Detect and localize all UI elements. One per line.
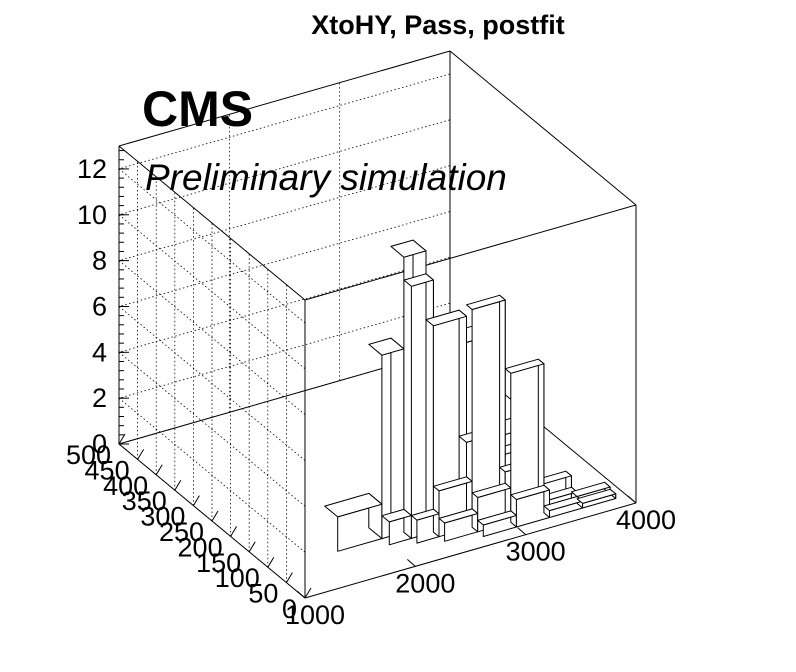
frame-edge: [449, 50, 637, 206]
y-tick-mark: [118, 433, 126, 445]
bar-side-face: [390, 337, 405, 533]
y-tick-mark: [285, 572, 293, 583]
bar-top-face: [510, 484, 550, 500]
bar-top-face: [324, 492, 383, 518]
y-tick-label: 50: [248, 579, 278, 609]
bar: [324, 492, 383, 552]
bar-top-face: [368, 337, 405, 356]
x-tick-label: 3000: [506, 537, 566, 567]
z-tick-label: 0: [92, 429, 107, 459]
y-tick-label: 200: [178, 532, 223, 562]
bar-top-face: [403, 273, 434, 287]
frame-edge: [118, 50, 451, 147]
bar-top-face: [438, 508, 479, 524]
bar-top-face: [390, 239, 427, 258]
bar-top-face: [410, 508, 440, 521]
bar-top-face: [543, 496, 584, 512]
z-tick-label: 12: [77, 154, 107, 184]
bar: [576, 488, 617, 509]
z-tick-label: 2: [92, 383, 107, 413]
bar-top-face: [381, 508, 412, 523]
bar: [368, 337, 405, 540]
frame-edge: [304, 204, 637, 301]
y-tick-label: 450: [85, 455, 130, 485]
bar-top-face: [466, 294, 506, 310]
y-tick-mark: [248, 541, 256, 553]
y-tick-mark: [211, 510, 219, 522]
x-tick-mark: [296, 590, 306, 599]
z-tick-label: 10: [77, 200, 107, 230]
y-tick-mark: [192, 495, 200, 506]
z-tick-label: 6: [92, 291, 107, 321]
bar: [381, 508, 412, 546]
frame-edge: [304, 502, 637, 599]
bar-top-face: [570, 481, 611, 497]
x-tick-label: 1000: [285, 600, 345, 630]
bar-top-face: [432, 476, 473, 492]
bar: [477, 510, 517, 537]
bar-top-face: [477, 510, 517, 526]
axis-ticks: 0246810120501001502002503003504004505001…: [66, 150, 676, 630]
x-tick-label: 4000: [616, 505, 676, 535]
y-tick-label: 400: [103, 471, 148, 501]
y-tick-mark: [137, 449, 145, 460]
y-tick-mark: [304, 587, 312, 599]
y-tick-mark: [267, 556, 275, 568]
z-tick-label: 8: [92, 246, 107, 276]
y-tick-label: 150: [196, 548, 241, 578]
bar: [403, 273, 434, 539]
preliminary-label: Preliminary simulation: [145, 157, 507, 198]
bar: [466, 294, 506, 528]
bar-top-face: [576, 488, 617, 504]
y-tick-label: 300: [140, 502, 185, 532]
bars-group: [324, 239, 617, 552]
bar-side-face: [425, 273, 434, 533]
y-tick-label: 350: [122, 486, 167, 516]
bar: [438, 508, 479, 542]
bar-top-face: [425, 309, 467, 327]
bar: [504, 358, 545, 523]
bar: [425, 309, 467, 533]
y-tick-mark: [174, 479, 182, 491]
bar-top-face: [471, 482, 512, 498]
z-tick-label: 4: [92, 337, 107, 367]
y-tick-label: 0: [282, 594, 297, 624]
cms-label: CMS: [142, 81, 253, 137]
frame-edge: [118, 145, 306, 301]
y-tick-mark: [230, 526, 238, 537]
x-tick-label: 2000: [395, 568, 455, 598]
y-tick-label: 500: [66, 440, 111, 470]
x-tick-mark: [627, 495, 637, 504]
x-tick-mark: [407, 558, 416, 567]
y-tick-mark: [155, 464, 163, 476]
bar-top-face: [504, 358, 545, 374]
chart-title: XtoHY, Pass, postfit: [311, 10, 565, 40]
x-tick-mark: [517, 527, 526, 536]
y-tick-label: 100: [215, 563, 260, 593]
y-tick-label: 250: [159, 517, 204, 547]
